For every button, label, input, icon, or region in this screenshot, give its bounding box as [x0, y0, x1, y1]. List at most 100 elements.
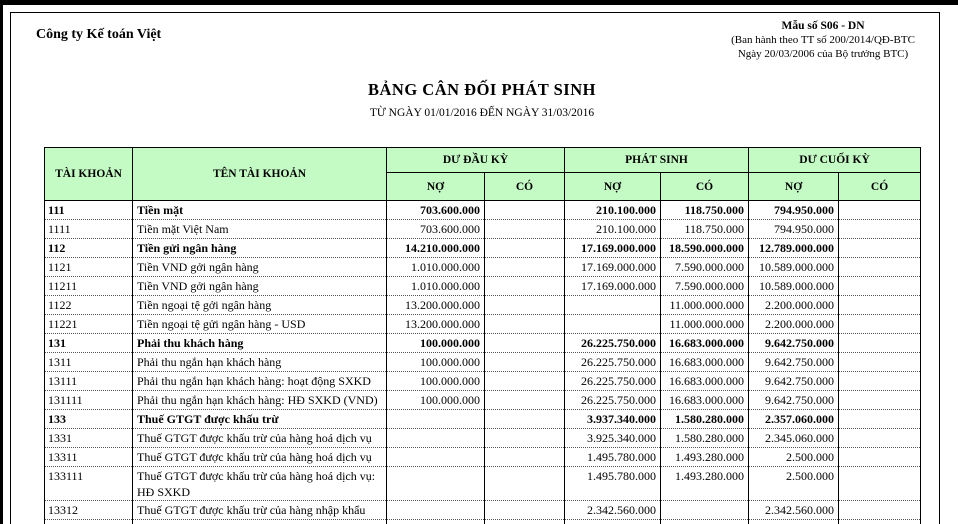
page-title: BẢNG CÂN ĐỐI PHÁT SINH [368, 80, 596, 99]
opening-credit-cell [484, 295, 565, 315]
table-row: 1331 Thuế GTGT được khấu trừ của hàng hoá… [44, 428, 922, 448]
table-body: 111 Tiền mặt 703.600.000 210.100.000 118.750… [44, 200, 922, 524]
movement-credit-cell [659, 519, 750, 524]
closing-credit-cell [838, 500, 922, 520]
opening-debit-cell [386, 500, 485, 520]
movement-debit-cell: 1.495.780.000 [564, 447, 661, 467]
col-header-closing-credit: CÓ [838, 172, 922, 201]
closing-debit-cell: 12.789.000.000 [748, 238, 840, 258]
opening-credit-cell [484, 466, 565, 501]
movement-debit-cell: 1.495.780.000 [564, 466, 661, 501]
opening-debit-cell: 703.600.000 [386, 219, 485, 239]
table-row: 13312 Thuế GTGT được khấu trừ của hàng nh… [44, 500, 922, 520]
closing-debit-cell: 2.200.000.000 [748, 314, 840, 334]
account-code-cell: 11221 [44, 314, 133, 334]
account-name-cell: Phải thu ngắn hạn khách hàng [132, 352, 387, 372]
account-code-cell: 11211 [44, 276, 133, 296]
account-name-cell: Tiền ngoại tệ gởi ngân hàng [132, 295, 387, 315]
closing-debit-cell: 2.500.000 [748, 447, 840, 467]
account-code-cell: 1331 [44, 428, 133, 448]
opening-debit-cell: 1.010.000.000 [386, 257, 485, 277]
account-code-cell: 133 [44, 409, 133, 429]
movement-debit-cell: 17.169.000.000 [564, 238, 661, 258]
table-row: 11211 Tiền VND gởi ngân hàng 1.010.000.000… [44, 276, 922, 296]
trial-balance-table: TÀI KHOẢN TÊN TÀI KHOẢN DƯ ĐẦU KỲ PHÁT S… [44, 147, 922, 524]
table-row: 111 Tiền mặt 703.600.000 210.100.000 118.750… [44, 200, 922, 220]
account-name-cell: Tiền mặt Việt Nam [132, 219, 387, 239]
movement-credit-cell: 1.493.280.000 [659, 466, 750, 501]
account-code-cell: 131 [44, 333, 133, 353]
company-name: Công ty Kế toán Việt [36, 27, 162, 42]
closing-credit-cell [838, 314, 922, 334]
account-code-cell: 1121 [44, 257, 133, 277]
movement-credit-cell [659, 500, 750, 520]
account-name-cell: Phải thu khách hàng [132, 333, 387, 353]
col-header-opening-balance: DƯ ĐẦU KỲ [386, 147, 565, 173]
col-header-closing-balance: DƯ CUỐI KỲ [748, 147, 922, 173]
movement-debit-cell: 2.342.560.000 [564, 519, 661, 524]
movement-debit-cell: 3.937.340.000 [564, 409, 661, 429]
opening-debit-cell [386, 428, 485, 448]
opening-credit-cell [484, 219, 565, 239]
account-code-cell: 1111 [44, 219, 133, 239]
form-reference-block: Mẫu số S06 - DN (Ban hành theo TT số 200… [700, 19, 946, 61]
movement-credit-cell: 118.750.000 [659, 200, 750, 220]
opening-debit-cell [386, 466, 485, 501]
movement-debit-cell: 17.169.000.000 [564, 257, 661, 277]
page-subtitle: TỪ NGÀY 01/01/2016 ĐẾN NGÀY 31/03/2016 [369, 107, 595, 119]
table-row: 131111 Phải thu ngắn hạn khách hàng: HĐ S… [44, 390, 922, 410]
movement-debit-cell: 26.225.750.000 [564, 352, 661, 372]
opening-debit-cell [386, 519, 485, 524]
closing-credit-cell [838, 219, 922, 239]
col-header-account-name: TÊN TÀI KHOẢN [132, 147, 387, 201]
account-code-cell: 133111 [44, 466, 133, 501]
movement-credit-cell: 16.683.000.000 [659, 333, 750, 353]
movement-credit-cell: 16.683.000.000 [659, 390, 750, 410]
account-name-cell: Thuế GTGT được khấu trừ của hàng hoá dịc… [132, 428, 387, 448]
closing-debit-cell: 10.589.000.000 [748, 257, 840, 277]
screen-edge-top [0, 0, 958, 5]
closing-credit-cell [838, 200, 922, 220]
opening-debit-cell: 13.200.000.000 [386, 295, 485, 315]
account-name-cell: Tiền ngoại tệ gửi ngân hàng - USD [132, 314, 387, 334]
opening-debit-cell: 13.200.000.000 [386, 314, 485, 334]
closing-credit-cell [838, 333, 922, 353]
movement-credit-cell: 11.000.000.000 [659, 314, 750, 334]
closing-credit-cell [838, 257, 922, 277]
closing-credit-cell [838, 352, 922, 372]
col-header-movement: PHÁT SINH [563, 147, 750, 173]
closing-debit-cell: 2.342.560.000 [748, 500, 840, 520]
opening-credit-cell [484, 519, 565, 524]
closing-credit-cell [838, 390, 922, 410]
movement-debit-cell: 26.225.750.000 [564, 390, 661, 410]
screen-edge-left [0, 0, 3, 524]
closing-debit-cell: 794.950.000 [748, 219, 840, 239]
closing-credit-cell [838, 466, 922, 501]
table-row: 11221 Tiền ngoại tệ gửi ngân hàng - USD 13… [44, 314, 922, 334]
closing-credit-cell [838, 409, 922, 429]
opening-credit-cell [484, 390, 565, 410]
opening-credit-cell [484, 428, 565, 448]
closing-debit-cell: 2.500.000 [748, 466, 840, 501]
movement-credit-cell: 11.000.000.000 [659, 295, 750, 315]
movement-credit-cell: 7.590.000.000 [659, 276, 750, 296]
account-name-cell: Tiền mặt [132, 200, 387, 220]
opening-credit-cell [484, 500, 565, 520]
account-code-cell: 1311 [44, 352, 133, 372]
title-block: BẢNG CÂN ĐỐI PHÁT SINH TỪ NGÀY 01/01/201… [44, 80, 920, 119]
closing-credit-cell [838, 519, 922, 524]
form-number: Mẫu số S06 - DN [781, 20, 865, 32]
closing-debit-cell: 2.342.560.000 [748, 519, 840, 524]
opening-credit-cell [484, 276, 565, 296]
account-name-cell: Phải thu ngắn hạn khách hàng: HĐ SXKD (V… [132, 390, 387, 410]
account-code-cell: 1122 [44, 295, 133, 315]
table-row: 1311 Phải thu ngắn hạn khách hàng 100.000.… [44, 352, 922, 372]
movement-credit-cell: 1.493.280.000 [659, 447, 750, 467]
table-row: 1121 Tiền VND gởi ngân hàng 1.010.000.000 1… [44, 257, 922, 277]
movement-credit-cell: 1.580.280.000 [659, 409, 750, 429]
account-code-cell: 13311 [44, 447, 133, 467]
table-row: 133 Thuế GTGT được khấu trừ 3.937.340.000 1… [44, 409, 922, 429]
closing-credit-cell [838, 428, 922, 448]
movement-debit-cell: 210.100.000 [564, 200, 661, 220]
movement-debit-cell: 26.225.750.000 [564, 333, 661, 353]
